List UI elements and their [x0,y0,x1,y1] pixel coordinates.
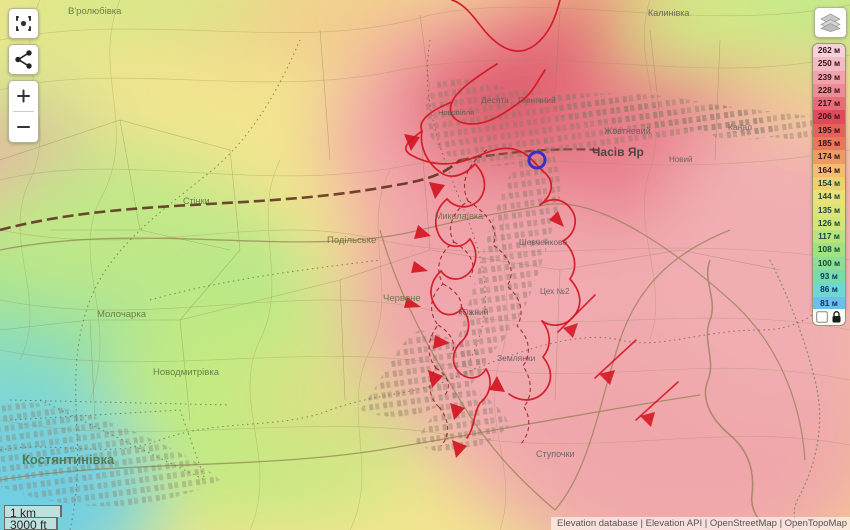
svg-text:Молочарка: Молочарка [97,309,147,320]
svg-text:Калинівка: Калинівка [648,8,689,18]
svg-text:Червоне: Червоне [383,293,421,304]
svg-text:Новопілля: Новопілля [438,108,474,117]
svg-text:В'ролюбівка: В'ролюбівка [68,6,122,17]
svg-text:Канал: Канал [728,122,752,132]
svg-text:Часів Яр: Часів Яр [592,145,644,159]
svg-text:Подільське: Подільське [327,235,376,246]
svg-text:Цех №2: Цех №2 [540,287,570,296]
svg-text:Миколаївка: Миколаївка [435,211,483,221]
svg-text:Землянки: Землянки [497,353,536,363]
svg-text:Южний: Южний [460,307,489,317]
svg-text:Костянтинівка: Костянтинівка [22,452,115,467]
svg-text:Десята: Десята [481,95,509,105]
svg-text:Новодмитрівка: Новодмитрівка [153,367,220,378]
svg-text:Жовтневий: Жовтневий [604,126,651,136]
svg-text:Новий: Новий [669,155,692,164]
svg-text:Ступочки: Ступочки [536,449,575,459]
svg-text:Північний: Північний [518,95,556,105]
svg-text:Стінки: Стінки [183,196,210,206]
svg-text:Шевченкове: Шевченкове [519,237,567,247]
